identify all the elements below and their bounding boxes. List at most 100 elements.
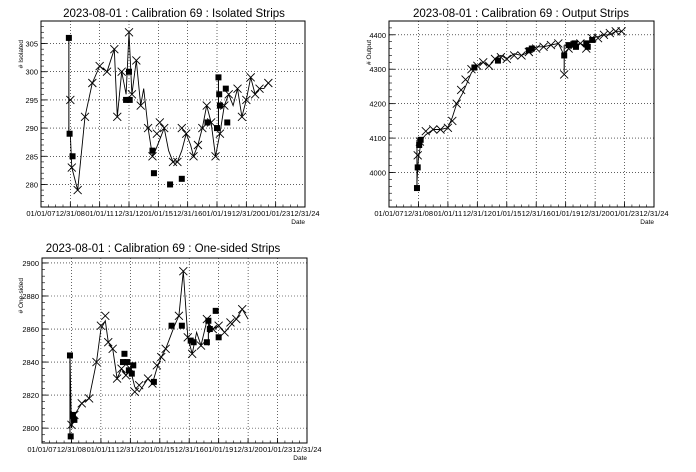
data-point-cross — [96, 321, 106, 331]
data-point-cross — [174, 311, 184, 321]
x-tick-label: 12/31/08 — [57, 445, 86, 454]
x-tick-label: 01/01/19 — [551, 209, 580, 218]
series-line — [69, 32, 269, 191]
data-point-square — [222, 85, 229, 92]
data-point-cross — [233, 84, 242, 93]
data-point-cross — [539, 42, 548, 52]
data-point-square — [150, 378, 157, 385]
data-point-cross — [117, 67, 126, 77]
y-tick-label: 280 — [25, 180, 38, 189]
data-point-square — [494, 57, 501, 64]
data-point-cross — [517, 51, 526, 60]
data-point-square — [206, 326, 213, 333]
data-point-cross — [242, 95, 251, 105]
chart-title: 2023-08-01 : Calibration 69 : One-sided … — [46, 243, 281, 255]
data-point-cross — [117, 364, 126, 373]
chart-title: 2023-08-01 : Calibration 69 : Isolated S… — [63, 8, 285, 20]
y-axis-label: # Isolated — [18, 40, 25, 69]
data-point-cross — [509, 51, 519, 60]
data-point-cross — [421, 126, 431, 136]
data-point-square — [167, 181, 174, 188]
y-tick-label: 305 — [25, 40, 38, 49]
data-point-cross — [124, 27, 134, 37]
x-tick-label: 01/01/23 — [263, 445, 292, 454]
data-point-square — [417, 136, 424, 143]
y-tick-label: 2800 — [22, 424, 39, 433]
x-tick-label: 01/01/07 — [374, 209, 403, 218]
data-point-cross — [134, 380, 144, 390]
data-point-cross — [173, 157, 182, 167]
data-point-cross — [617, 27, 626, 36]
x-tick-label: 12/31/12 — [116, 445, 145, 454]
data-point-cross — [73, 185, 82, 195]
data-point-cross — [211, 151, 220, 161]
data-point-square — [178, 322, 185, 329]
data-point-cross — [152, 361, 162, 370]
y-tick-label: 300 — [25, 68, 38, 77]
data-point-cross — [187, 349, 197, 359]
x-tick-label: 01/01/15 — [145, 445, 174, 454]
data-point-cross — [161, 344, 170, 354]
data-point-cross — [502, 54, 512, 64]
data-point-cross — [143, 123, 153, 133]
data-point-cross — [436, 125, 445, 134]
data-point-cross — [237, 112, 247, 122]
x-tick-label: 12/31/08 — [404, 209, 433, 218]
data-point-square — [128, 370, 135, 377]
x-tick-label: 01/01/11 — [87, 445, 116, 454]
data-point-cross — [599, 30, 609, 40]
data-point-cross — [108, 344, 117, 354]
data-point-square — [178, 175, 185, 182]
data-point-cross — [237, 304, 247, 314]
data-point-square — [150, 170, 157, 177]
data-point-cross — [214, 321, 223, 331]
data-point-cross — [456, 85, 466, 95]
data-point-square — [572, 43, 579, 50]
data-point-cross — [478, 58, 488, 67]
data-point-square — [66, 352, 73, 359]
data-point-square — [66, 130, 73, 137]
data-point-cross — [88, 78, 97, 88]
y-tick-label: 295 — [25, 96, 38, 105]
chart-panel-output-strips: 2023-08-01 : Calibration 69 : Output Str… — [366, 8, 669, 226]
x-tick-label: 12/31/16 — [173, 209, 202, 218]
data-point-cross — [67, 163, 77, 172]
data-point-square — [204, 119, 211, 126]
data-point-square — [149, 147, 156, 154]
y-tick-label: 285 — [25, 152, 38, 161]
data-point-cross — [250, 89, 260, 99]
x-tick-label: 12/31/16 — [175, 445, 204, 454]
data-point-square — [71, 416, 78, 423]
data-point-square — [125, 367, 132, 374]
data-point-cross — [202, 101, 212, 110]
data-point-square — [212, 307, 219, 314]
y-tick-label: 2840 — [22, 358, 39, 367]
x-tick-label: 12/31/24 — [290, 209, 319, 218]
data-point-square — [119, 359, 126, 366]
data-point-square — [214, 125, 220, 132]
data-point-cross — [193, 140, 203, 150]
x-tick-label: 01/01/15 — [144, 209, 173, 218]
data-point-square — [414, 164, 421, 171]
x-tick-label: 12/31/20 — [581, 209, 610, 218]
data-point-cross — [156, 352, 166, 362]
x-tick-label: 12/31/24 — [639, 209, 668, 218]
data-point-square — [203, 339, 210, 346]
data-point-square — [67, 433, 74, 440]
data-point-cross — [255, 84, 264, 93]
data-point-square — [168, 322, 175, 329]
y-tick-label: 4100 — [369, 134, 386, 143]
data-point-cross — [246, 73, 256, 82]
x-axis-label: Date — [291, 219, 305, 226]
data-point-cross — [77, 399, 87, 408]
x-tick-label: 01/01/19 — [202, 209, 231, 218]
y-tick-label: 2820 — [22, 391, 39, 400]
x-tick-label: 01/01/11 — [434, 209, 463, 218]
x-tick-label: 01/01/07 — [27, 445, 56, 454]
x-tick-label: 12/31/20 — [234, 445, 263, 454]
x-axis-label: Date — [640, 219, 654, 226]
data-point-cross — [559, 70, 569, 79]
data-point-square — [561, 52, 568, 59]
data-point-square — [215, 74, 222, 81]
